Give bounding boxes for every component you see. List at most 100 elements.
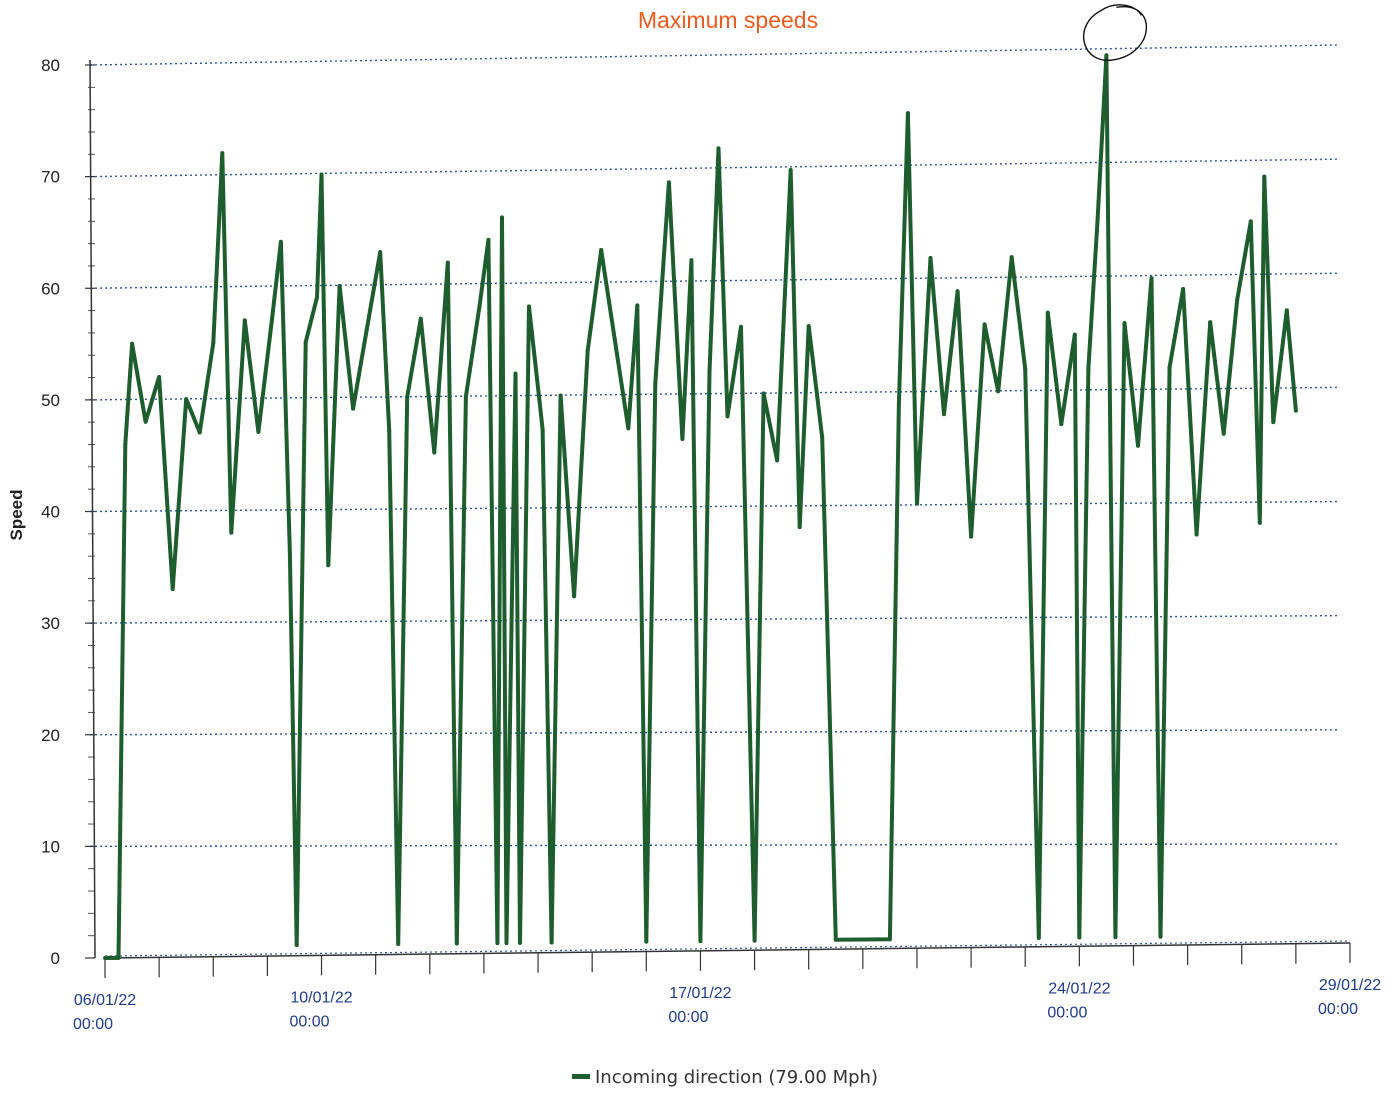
data-point <box>269 318 274 323</box>
data-point <box>1122 321 1127 326</box>
data-point <box>1095 220 1100 225</box>
legend-swatch <box>572 1074 590 1079</box>
data-point <box>955 289 960 294</box>
data-point <box>1149 276 1154 281</box>
data-point <box>1194 532 1199 537</box>
data-point <box>1271 420 1276 425</box>
gridline <box>89 158 1341 178</box>
data-point <box>797 525 802 530</box>
legend-label: Incoming direction (79.00 Mph) <box>595 1067 878 1088</box>
data-point <box>495 941 500 946</box>
data-point <box>707 369 712 374</box>
data-point <box>996 389 1001 394</box>
y-tick-label: 30 <box>41 614 60 633</box>
data-point <box>788 168 793 173</box>
data-point <box>326 563 331 568</box>
data-point <box>928 255 933 260</box>
x-tick-label-time: 00:00 <box>289 1013 329 1030</box>
data-point <box>833 937 838 942</box>
data-point <box>1284 308 1289 313</box>
data-point <box>698 939 703 944</box>
x-tick-label-date: 29/01/22 <box>1319 977 1381 994</box>
data-point <box>463 394 468 399</box>
data-point <box>653 381 658 386</box>
series-line <box>104 53 1298 960</box>
data-point <box>1221 431 1226 436</box>
data-point <box>220 151 225 156</box>
gridline-zero <box>104 940 1351 957</box>
data-point <box>527 304 532 309</box>
y-tick-label: 60 <box>41 279 60 298</box>
data-point <box>725 414 730 419</box>
data-point <box>680 436 685 441</box>
data-point <box>549 940 554 945</box>
data-point <box>256 429 261 434</box>
data-point <box>278 239 283 244</box>
data-point <box>103 956 107 960</box>
data-point <box>1009 255 1014 260</box>
data-point <box>775 458 780 463</box>
data-point <box>116 955 121 960</box>
data-point <box>405 394 410 399</box>
data-point <box>969 534 974 539</box>
data-point <box>635 303 640 308</box>
data-point <box>1257 520 1262 525</box>
data-point <box>1077 935 1082 940</box>
series-group <box>103 53 1298 960</box>
data-point <box>130 341 135 346</box>
data-point <box>418 316 423 321</box>
data-point <box>1208 320 1213 325</box>
data-point <box>626 426 631 431</box>
data-point <box>644 939 649 944</box>
chart-title: Maximum speeds <box>638 7 818 33</box>
y-tick-label: 40 <box>41 503 60 522</box>
data-point <box>486 237 491 242</box>
data-point <box>806 324 811 329</box>
x-tick-label-time: 00:00 <box>73 1016 113 1033</box>
data-point <box>157 375 162 380</box>
data-point <box>229 530 234 535</box>
data-point <box>1086 366 1091 371</box>
x-tick-label-date: 17/01/22 <box>669 985 731 1002</box>
data-point <box>942 412 947 417</box>
data-point <box>1023 366 1028 371</box>
data-point <box>896 401 901 406</box>
x-axis-line <box>104 942 1351 959</box>
data-point <box>170 586 175 591</box>
data-point <box>1104 53 1109 58</box>
x-tick-label-date: 24/01/22 <box>1048 980 1110 997</box>
annotation-group <box>1083 4 1148 62</box>
y-axis-line <box>89 59 96 959</box>
data-point <box>287 552 292 557</box>
x-tick-label-time: 00:00 <box>668 1009 708 1026</box>
y-tick-label: 20 <box>41 726 60 745</box>
data-point <box>477 304 482 309</box>
data-point <box>1167 365 1172 370</box>
data-point <box>454 941 459 946</box>
data-point <box>716 146 721 151</box>
data-point <box>184 397 189 402</box>
data-point <box>432 450 437 455</box>
data-point <box>518 940 522 945</box>
x-tick-label-time: 00:00 <box>1318 1001 1358 1018</box>
x-tick-label-time: 00:00 <box>1047 1004 1087 1021</box>
data-point <box>905 111 910 116</box>
data-point <box>1248 219 1253 224</box>
y-tick-label: 10 <box>41 837 60 856</box>
data-point <box>1036 935 1041 940</box>
data-point <box>143 419 148 424</box>
data-point <box>315 295 320 300</box>
data-point <box>1113 935 1118 940</box>
data-point <box>242 318 247 323</box>
y-tick-label: 70 <box>41 168 60 187</box>
data-point <box>914 501 919 506</box>
y-tick-labels: 0 10 20 30 40 50 60 70 80 <box>41 56 60 968</box>
x-tick-label-date: 10/01/22 <box>290 989 352 1006</box>
data-point <box>364 328 369 333</box>
gridline <box>89 729 1341 736</box>
data-point <box>445 260 450 265</box>
data-point <box>337 283 342 288</box>
data-point <box>499 215 504 220</box>
y-tick-label: 80 <box>41 56 60 75</box>
gridline <box>89 500 1341 513</box>
